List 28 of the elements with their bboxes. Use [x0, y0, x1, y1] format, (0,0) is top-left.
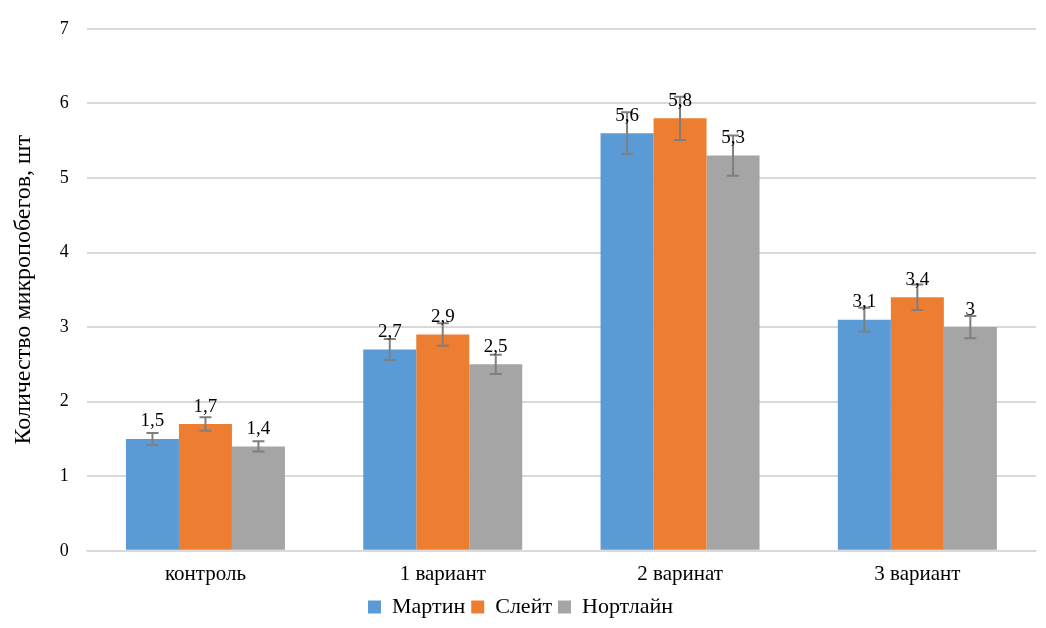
data-label: 5,8 — [668, 88, 692, 110]
data-label: 2,5 — [483, 334, 508, 356]
legend-label: Слейт — [495, 592, 553, 618]
y-axis-title: Количество микропобегов, шт — [8, 134, 35, 445]
y-tick-label: 6 — [59, 92, 69, 113]
data-label: 3,1 — [852, 290, 877, 312]
y-tick-label: 3 — [59, 315, 69, 336]
data-label: 5,6 — [615, 103, 639, 125]
y-tick-label: 5 — [59, 166, 69, 187]
x-tick-label: 3 вариант — [874, 560, 961, 585]
data-label: 1,4 — [246, 416, 271, 438]
x-tick-label: 1 вариант — [399, 560, 486, 585]
y-tick-label: 2 — [59, 390, 69, 411]
legend-label: Мартин — [392, 592, 466, 618]
x-tick-label: 2 варинат — [637, 560, 723, 585]
data-label: 3,4 — [905, 267, 930, 289]
legend-label: Нортлайн — [582, 592, 674, 618]
y-tick-label: 1 — [59, 464, 69, 485]
data-label: 2,9 — [430, 305, 455, 327]
y-tick-label: 4 — [59, 241, 69, 262]
y-tick-label: 0 — [59, 539, 69, 560]
data-label: 3 — [965, 297, 976, 319]
x-tick-label: контроль — [164, 560, 246, 585]
y-tick-label: 7 — [59, 17, 69, 38]
data-label: 2,7 — [377, 319, 402, 341]
data-label: 1,5 — [140, 409, 165, 431]
data-label: 5,3 — [721, 126, 745, 148]
data-label: 1,7 — [193, 394, 218, 416]
